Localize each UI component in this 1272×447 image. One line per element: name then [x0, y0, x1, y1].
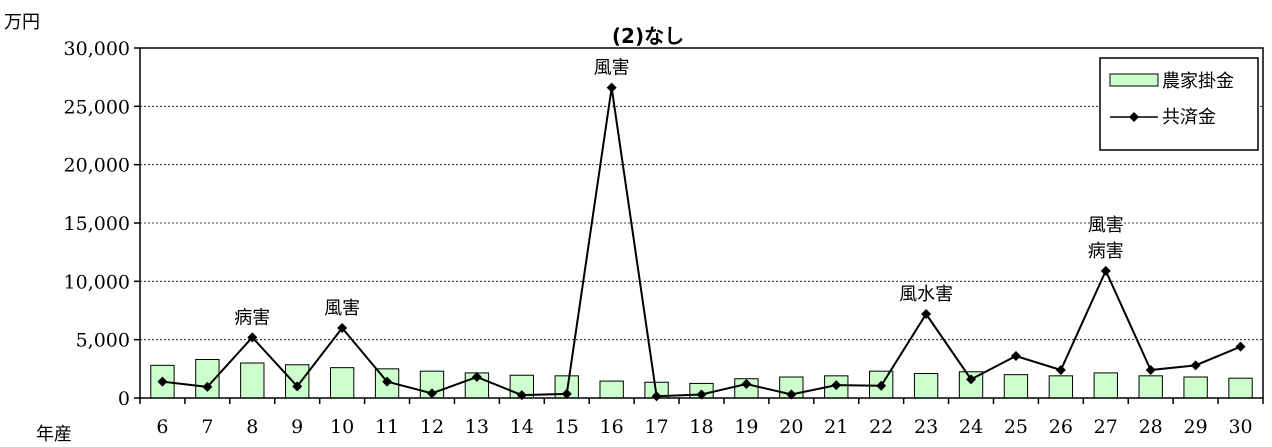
x-tick-label-16: 16 [600, 416, 624, 438]
line-point-14 [516, 390, 527, 401]
y-axis-unit-label: 万円 [4, 12, 40, 33]
line-point-10 [337, 323, 348, 333]
x-tick-label-19: 19 [734, 416, 758, 438]
bar-27 [1093, 372, 1118, 399]
line-point-22 [876, 380, 887, 391]
x-tick-label-29: 29 [1184, 416, 1208, 438]
x-tick-label-28: 28 [1139, 416, 1163, 438]
y-axis-ticks: 0 5,000 10,000 15,000 20,000 25,000 30,000 [64, 38, 130, 410]
line-point-19 [741, 379, 752, 389]
x-tick-label-22: 22 [869, 416, 893, 438]
y-tick-label-4: 20,000 [64, 155, 130, 177]
line-point-23 [921, 309, 932, 319]
x-tick-label-13: 13 [465, 416, 489, 438]
line-point-9 [292, 381, 303, 392]
line-point-24 [966, 374, 977, 385]
line-point-17 [651, 391, 662, 402]
annotation-23-0: 風水害 [899, 284, 953, 305]
line-point-7 [202, 381, 213, 392]
line-point-12 [426, 388, 437, 399]
x-tick-label-20: 20 [779, 416, 803, 438]
x-tick-label-8: 8 [246, 416, 258, 438]
x-tick-label-18: 18 [689, 416, 713, 438]
line-series [157, 82, 1246, 402]
legend: 農家掛金 共済金 [1099, 57, 1259, 151]
x-tick-label-17: 17 [644, 416, 668, 438]
x-tick-label-25: 25 [1004, 416, 1028, 438]
chart-title: (2)なし [612, 24, 684, 48]
annotation-27-0: 風害 [1088, 215, 1124, 236]
annotation-16-0: 風害 [594, 58, 630, 79]
bar-10 [329, 367, 355, 399]
bar-25 [1003, 374, 1029, 399]
line-path [162, 87, 1241, 398]
legend-line-marker [1129, 112, 1139, 122]
line-point-30 [1235, 341, 1246, 352]
legend-bar-swatch [1109, 73, 1159, 87]
bar-28 [1138, 375, 1163, 399]
annotation-8-0: 病害 [234, 307, 270, 328]
line-point-13 [471, 372, 482, 382]
bar-23 [913, 373, 939, 399]
x-tick-label-23: 23 [914, 416, 938, 438]
y-tick-label-6: 30,000 [64, 38, 130, 60]
y-tick-label-5: 25,000 [64, 96, 130, 118]
line-point-6 [157, 376, 168, 387]
x-tick-label-24: 24 [959, 416, 983, 438]
bar-29 [1183, 376, 1208, 399]
line-point-21 [831, 380, 842, 391]
x-tick-label-21: 21 [824, 416, 848, 438]
x-tick-label-30: 30 [1228, 416, 1252, 438]
bar-26 [1048, 375, 1074, 399]
x-tick-label-12: 12 [420, 416, 444, 438]
x-tick-label-6: 6 [156, 416, 168, 438]
x-tick-label-10: 10 [330, 416, 354, 438]
bar-16 [599, 380, 624, 399]
line-point-15 [561, 388, 572, 399]
line-point-8 [247, 332, 258, 343]
line-point-27 [1100, 265, 1111, 276]
line-point-11 [382, 376, 393, 387]
x-tick-label-9: 9 [291, 416, 303, 438]
line-point-29 [1190, 360, 1201, 371]
line-point-16 [606, 82, 617, 93]
y-tick-label-2: 10,000 [64, 271, 130, 293]
line-point-28 [1145, 365, 1156, 375]
x-tick-label-11: 11 [375, 416, 399, 438]
legend-box [1099, 57, 1259, 151]
x-tick-label-27: 27 [1094, 416, 1118, 438]
line-point-25 [1010, 351, 1021, 361]
bar-30 [1228, 377, 1253, 399]
legend-label-bar: 農家掛金 [1162, 71, 1234, 92]
y-tick-label-3: 15,000 [64, 213, 130, 235]
x-axis-label: 年産 [36, 424, 72, 445]
line-point-20 [786, 389, 797, 400]
bar-8 [240, 362, 265, 399]
x-axis-ticks: 6 7 8 9 10 11 12 13 14 15 16 17 18 19 20 21 22 23 24 25 26 27… [156, 416, 1252, 438]
legend-label-line: 共済金 [1162, 107, 1216, 128]
x-tick-label-7: 7 [201, 416, 213, 438]
y-tick-label-0: 0 [118, 388, 130, 410]
annotation-10-0: 風害 [324, 298, 360, 319]
x-tick-label-14: 14 [510, 416, 534, 438]
x-tick-label-26: 26 [1049, 416, 1073, 438]
x-tick-label-15: 15 [555, 416, 579, 438]
line-point-26 [1055, 365, 1066, 375]
line-point-18 [696, 389, 707, 400]
annotation-27-1: 病害 [1088, 241, 1124, 262]
y-tick-label-1: 5,000 [76, 330, 130, 352]
